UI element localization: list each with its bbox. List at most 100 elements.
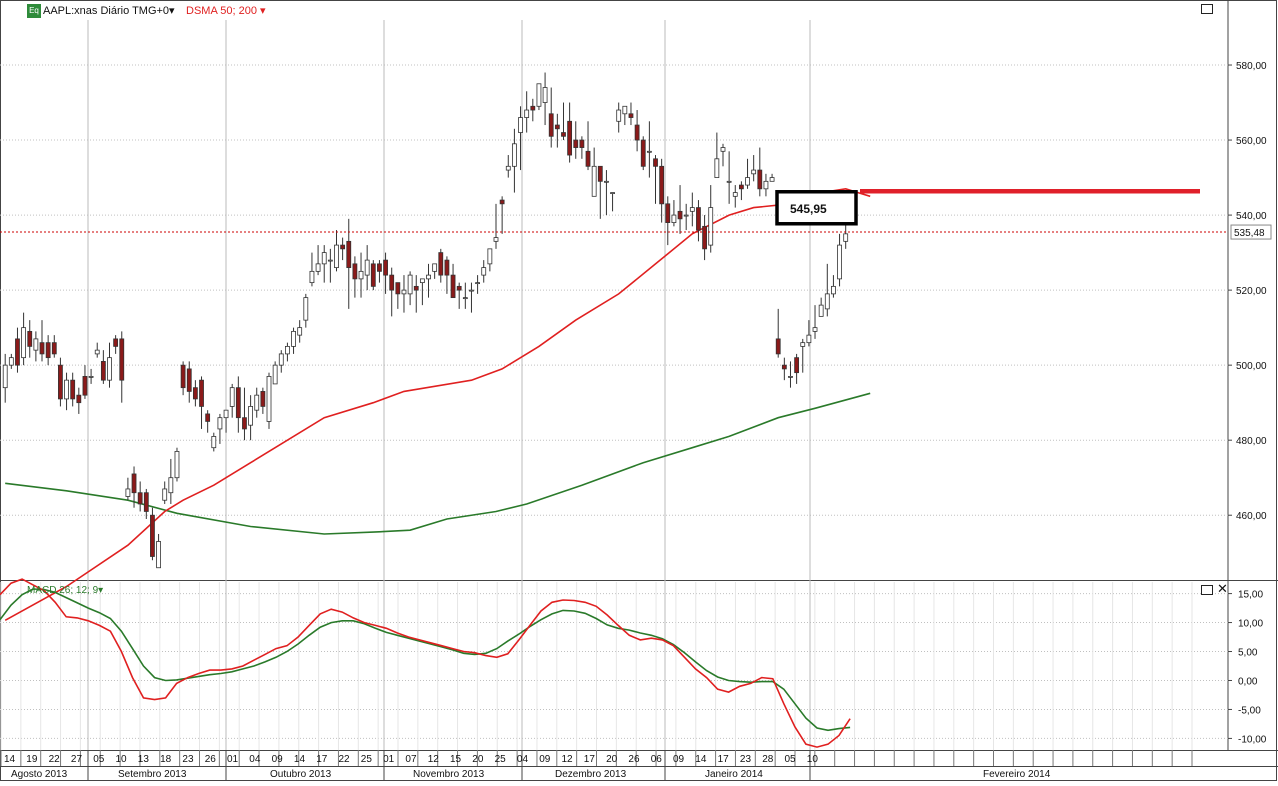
candle-body <box>585 150 591 167</box>
candle-body <box>536 83 542 107</box>
candle-body <box>683 214 689 217</box>
day-tick-label: 05 <box>785 754 797 765</box>
month-label: Fevereiro 2014 <box>983 769 1051 780</box>
indicator-dropdown-icon[interactable]: ▾ <box>260 5 266 17</box>
candle-body <box>242 417 247 430</box>
price-tick-label: 460,00 <box>1236 511 1267 522</box>
candle-body <box>604 180 609 183</box>
month-label: Novembro 2013 <box>413 769 485 780</box>
candle-body <box>831 285 836 295</box>
candle-body <box>456 285 462 291</box>
candle-body <box>235 387 241 419</box>
candle-body <box>383 259 388 276</box>
candle-body <box>94 349 100 355</box>
candle-body <box>794 357 800 374</box>
macd-title[interactable]: MACD 26; 12; 9▾ <box>27 583 103 599</box>
day-tick-label: 14 <box>4 754 16 765</box>
macd-close-icon[interactable]: ✕ <box>1217 582 1228 597</box>
candle-body <box>174 451 180 479</box>
day-tick-label: 17 <box>584 754 596 765</box>
candle-body <box>696 207 701 231</box>
candle-body <box>702 225 707 250</box>
maximize-pane-icon[interactable] <box>1201 4 1213 14</box>
candle-body <box>229 387 235 407</box>
month-label: Agosto 2013 <box>11 769 68 780</box>
candle-body <box>665 203 671 223</box>
candle-body <box>751 169 757 175</box>
day-tick-label: 18 <box>160 754 172 765</box>
last-price-box <box>1230 224 1272 240</box>
symbol-dropdown-icon[interactable]: ▾ <box>169 5 175 17</box>
sma200-line <box>5 392 871 535</box>
day-tick-label: 26 <box>205 754 217 765</box>
indicator-title[interactable]: DSMA 50; 200 ▾ <box>186 3 266 19</box>
candle-body <box>370 263 376 287</box>
macd-tick-label: -10,00 <box>1238 734 1267 745</box>
candle-body <box>788 376 793 378</box>
candle-body <box>462 297 468 300</box>
candle-body <box>254 394 260 411</box>
macd-label: MACD 26; 12; 9 <box>27 585 99 596</box>
candle-body <box>223 409 229 419</box>
macd-tick-label: -5,00 <box>1238 705 1261 716</box>
equity-badge-icon: Eq <box>27 4 41 18</box>
candle-body <box>837 244 842 280</box>
symbol-label: AAPL:xnas Diário TMG+0 <box>43 5 170 17</box>
day-tick-label: 14 <box>695 754 707 765</box>
day-tick-label: 17 <box>316 754 328 765</box>
candle-body <box>389 274 395 291</box>
candle-body <box>524 109 530 118</box>
candle-body <box>192 387 198 400</box>
candle-body <box>597 165 603 182</box>
candle-body <box>45 342 51 359</box>
candle-body <box>708 207 714 246</box>
candle-body <box>2 364 8 389</box>
candle-body <box>720 147 726 152</box>
candle-body <box>150 514 155 557</box>
candle-body <box>8 357 14 366</box>
indicator-label: DSMA 50; 200 <box>186 5 257 17</box>
candle-body <box>689 207 695 212</box>
candle-body <box>107 357 112 381</box>
candle-body <box>119 338 125 381</box>
symbol-title[interactable]: AAPL:xnas Diário TMG+0▾ <box>43 3 175 19</box>
day-tick-label: 10 <box>807 754 819 765</box>
macd-maximize-icon[interactable] <box>1201 585 1213 595</box>
candle-body <box>327 259 333 262</box>
candle-body <box>51 342 57 355</box>
price-tick-label: 500,00 <box>1236 361 1267 372</box>
day-tick-label: 12 <box>562 754 574 765</box>
candle-body <box>806 334 812 344</box>
candle-body <box>346 240 352 269</box>
day-tick-label: 22 <box>49 754 61 765</box>
candle-body <box>653 158 658 167</box>
day-tick-label: 23 <box>740 754 752 765</box>
day-tick-label: 04 <box>249 754 261 765</box>
candle-body <box>548 113 554 137</box>
candle-body <box>628 113 634 118</box>
price-tick-label: 520,00 <box>1236 286 1267 297</box>
candle-body <box>481 267 487 276</box>
candle-body <box>88 376 94 378</box>
candle-body <box>542 87 548 103</box>
macd-tick-label: 0,00 <box>1238 676 1258 687</box>
candle-body <box>450 274 456 299</box>
candle-body <box>321 252 327 265</box>
macd-dropdown-icon[interactable]: ▾ <box>98 585 104 596</box>
macd-signal-line <box>0 588 851 732</box>
day-tick-label: 17 <box>718 754 730 765</box>
candle-body <box>726 180 732 183</box>
candle-body <box>401 289 407 295</box>
candle-body <box>364 259 370 276</box>
month-label: Dezembro 2013 <box>555 769 627 780</box>
candle-body <box>358 270 364 280</box>
candle-body <box>39 342 45 355</box>
candle-body <box>315 263 321 272</box>
candle-body <box>530 105 536 111</box>
candle-body <box>260 391 266 407</box>
day-tick-label: 06 <box>651 754 663 765</box>
candle-body <box>125 488 131 497</box>
candle-body <box>186 368 192 392</box>
day-tick-label: 01 <box>383 754 395 765</box>
